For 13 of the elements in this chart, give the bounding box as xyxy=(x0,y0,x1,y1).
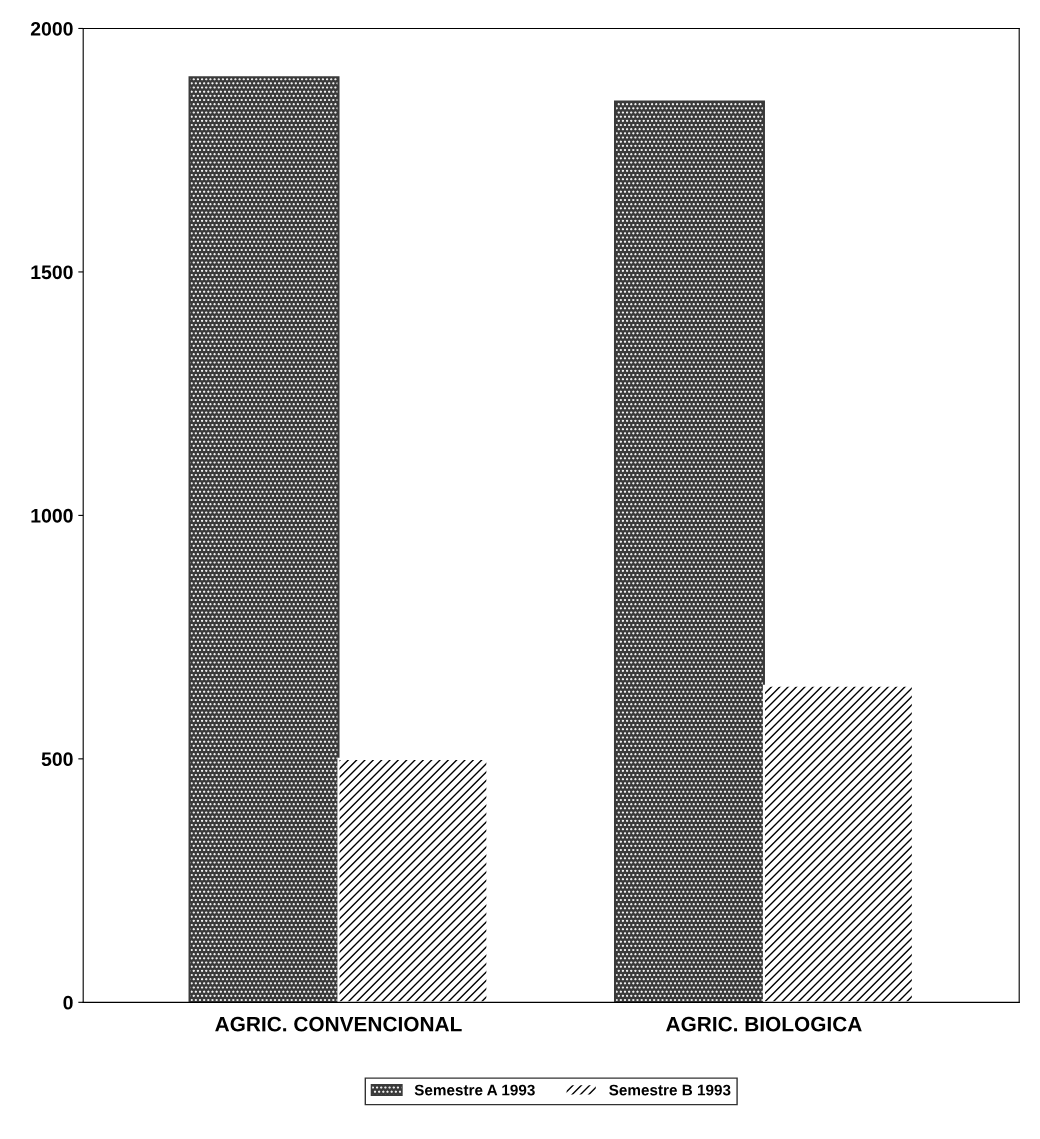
x-tick-label: AGRIC. BIOLOGICA xyxy=(666,1016,862,1032)
legend-label: Semestre A 1993 xyxy=(414,1084,535,1096)
y-tick-label: 1500 xyxy=(31,265,73,280)
bar xyxy=(762,684,914,1003)
legend-label: Semestre B 1993 xyxy=(609,1084,731,1096)
y-tick-label: 1000 xyxy=(31,508,73,523)
y-tick-label: 500 xyxy=(41,752,73,767)
bar xyxy=(337,757,489,1003)
bar xyxy=(613,100,765,1003)
y-tick-label: 2000 xyxy=(30,21,73,36)
bar xyxy=(188,76,340,1003)
y-tick-label: 0 xyxy=(63,995,73,1010)
x-tick-label: AGRIC. CONVENCIONAL xyxy=(215,1016,462,1032)
